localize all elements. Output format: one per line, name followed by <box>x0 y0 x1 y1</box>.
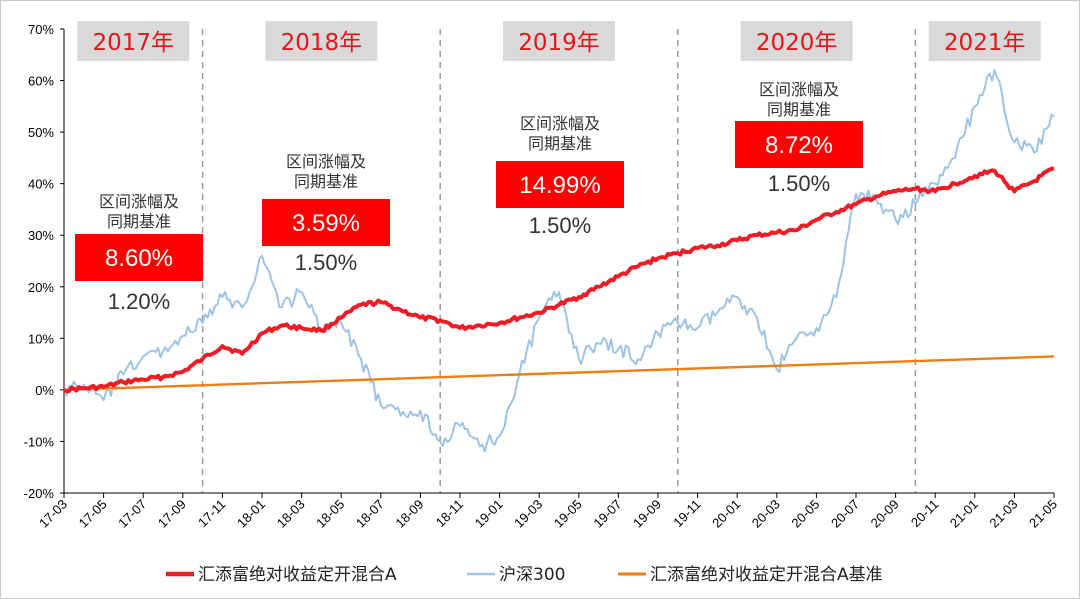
legend-item-2: 汇添富绝对收益定开混合A基准 <box>618 565 883 585</box>
annotation-value: 14.99% <box>519 172 600 199</box>
x-tick-label: 21-03 <box>986 497 1020 531</box>
annotation-value-box <box>735 121 863 168</box>
annotation-benchmark: 1.50% <box>768 171 830 196</box>
legend-item-1: 沪深300 <box>467 565 565 585</box>
annotation-label-line2: 同期基准 <box>107 212 171 231</box>
y-tick-label: 40% <box>28 177 54 192</box>
x-tick-label: 18-05 <box>313 497 347 531</box>
x-tick-label: 20-03 <box>749 497 783 531</box>
annotation-value-box <box>75 234 203 281</box>
y-tick-label: 60% <box>28 74 54 89</box>
y-tick-label: 10% <box>28 331 54 346</box>
series-line-0 <box>63 166 1055 394</box>
x-tick-label: 19-09 <box>630 497 664 531</box>
y-tick-label: 30% <box>28 228 54 243</box>
x-tick-label: 19-07 <box>590 497 624 531</box>
legend-label: 沪深300 <box>499 565 565 585</box>
x-tick-label: 20-09 <box>868 497 902 531</box>
x-tick-label: 18-09 <box>392 497 426 531</box>
y-tick-label: 50% <box>28 125 54 140</box>
annotation-label-line1: 区间涨幅及 <box>286 152 366 171</box>
x-tick-label: 19-01 <box>472 497 506 531</box>
x-tick-label: 18-07 <box>353 497 387 531</box>
x-tick-label: 20-01 <box>709 497 743 531</box>
x-tick-label: 19-11 <box>670 497 703 530</box>
y-tick-label: -20% <box>24 486 55 501</box>
x-tick-label: 18-03 <box>274 497 308 531</box>
year-label-0: 2017年 <box>93 30 175 56</box>
year-band-2 <box>503 21 615 61</box>
y-tick-label: 20% <box>28 280 54 295</box>
year-band-4 <box>928 21 1041 61</box>
annotation-value-box <box>496 161 624 208</box>
y-tick-label: 70% <box>28 22 54 37</box>
x-tick-label: 19-03 <box>511 497 545 531</box>
annotation-value: 3.59% <box>292 210 360 237</box>
year-label-2: 2019年 <box>518 30 600 56</box>
legend-label: 汇添富绝对收益定开混合A <box>198 565 397 585</box>
x-tick-label: 21-01 <box>947 497 981 531</box>
year-band-3 <box>740 21 853 61</box>
annotation-label-line2: 同期基准 <box>294 172 358 191</box>
year-band-0 <box>77 21 190 61</box>
x-tick-label: 18-11 <box>433 497 466 530</box>
year-label-3: 2020年 <box>756 30 838 56</box>
annotation-value: 8.60% <box>105 245 173 272</box>
x-tick-label: 17-11 <box>195 497 228 530</box>
annotation-label-line1: 区间涨幅及 <box>99 192 179 211</box>
x-tick-label: 20-07 <box>828 497 862 531</box>
annotation-label-line2: 同期基准 <box>767 100 831 119</box>
annotation-benchmark: 1.50% <box>529 213 591 238</box>
year-label-4: 2021年 <box>944 30 1026 56</box>
x-tick-label: 20-11 <box>908 497 941 530</box>
x-tick-label: 17-07 <box>115 497 149 531</box>
annotation-label-line1: 区间涨幅及 <box>759 80 839 99</box>
annotation-label-line1: 区间涨幅及 <box>520 114 600 133</box>
x-tick-label: 20-05 <box>788 497 822 531</box>
annotation-label-line2: 同期基准 <box>528 134 592 153</box>
y-tick-label: -10% <box>24 434 55 449</box>
y-tick-label: 0% <box>35 383 54 398</box>
series-line-2 <box>63 355 1055 392</box>
x-tick-label: 17-03 <box>36 497 70 531</box>
x-tick-label: 18-01 <box>234 497 268 531</box>
x-tick-label: 19-05 <box>551 497 585 531</box>
annotation-value-box <box>262 199 390 246</box>
year-band-1 <box>265 21 378 61</box>
annotation-benchmark: 1.20% <box>108 289 170 314</box>
year-label-1: 2018年 <box>281 30 363 56</box>
x-tick-label: 17-09 <box>155 497 189 531</box>
legend-label: 汇添富绝对收益定开混合A基准 <box>650 565 883 585</box>
annotation-value: 8.72% <box>765 132 833 159</box>
x-tick-label: 17-05 <box>76 497 110 531</box>
x-tick-label: 21-05 <box>1026 497 1060 531</box>
legend-item-0: 汇添富绝对收益定开混合A <box>166 565 397 585</box>
annotation-benchmark: 1.50% <box>295 250 357 275</box>
series-line-1 <box>63 69 1055 453</box>
